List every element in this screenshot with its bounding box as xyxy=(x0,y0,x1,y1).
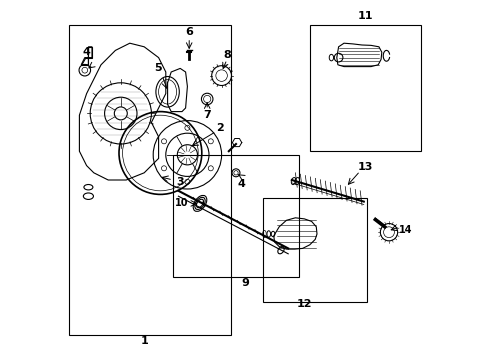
Text: 2: 2 xyxy=(216,123,223,133)
Text: 14: 14 xyxy=(398,225,412,235)
Text: 12: 12 xyxy=(296,299,312,309)
Text: 10: 10 xyxy=(175,198,189,208)
Text: 4: 4 xyxy=(83,47,91,57)
Text: 5: 5 xyxy=(154,63,162,73)
Text: 6: 6 xyxy=(185,27,193,37)
Bar xyxy=(310,25,421,151)
Polygon shape xyxy=(81,47,92,65)
Bar xyxy=(173,155,299,277)
Text: 9: 9 xyxy=(241,278,249,288)
Text: 4: 4 xyxy=(238,179,245,189)
Bar xyxy=(69,25,231,335)
Text: 8: 8 xyxy=(224,50,232,60)
Text: 11: 11 xyxy=(358,11,373,21)
Text: 1: 1 xyxy=(140,336,148,346)
Text: 7: 7 xyxy=(203,110,211,120)
Bar xyxy=(263,198,368,302)
Text: 3: 3 xyxy=(176,177,184,187)
Text: 13: 13 xyxy=(358,162,373,172)
